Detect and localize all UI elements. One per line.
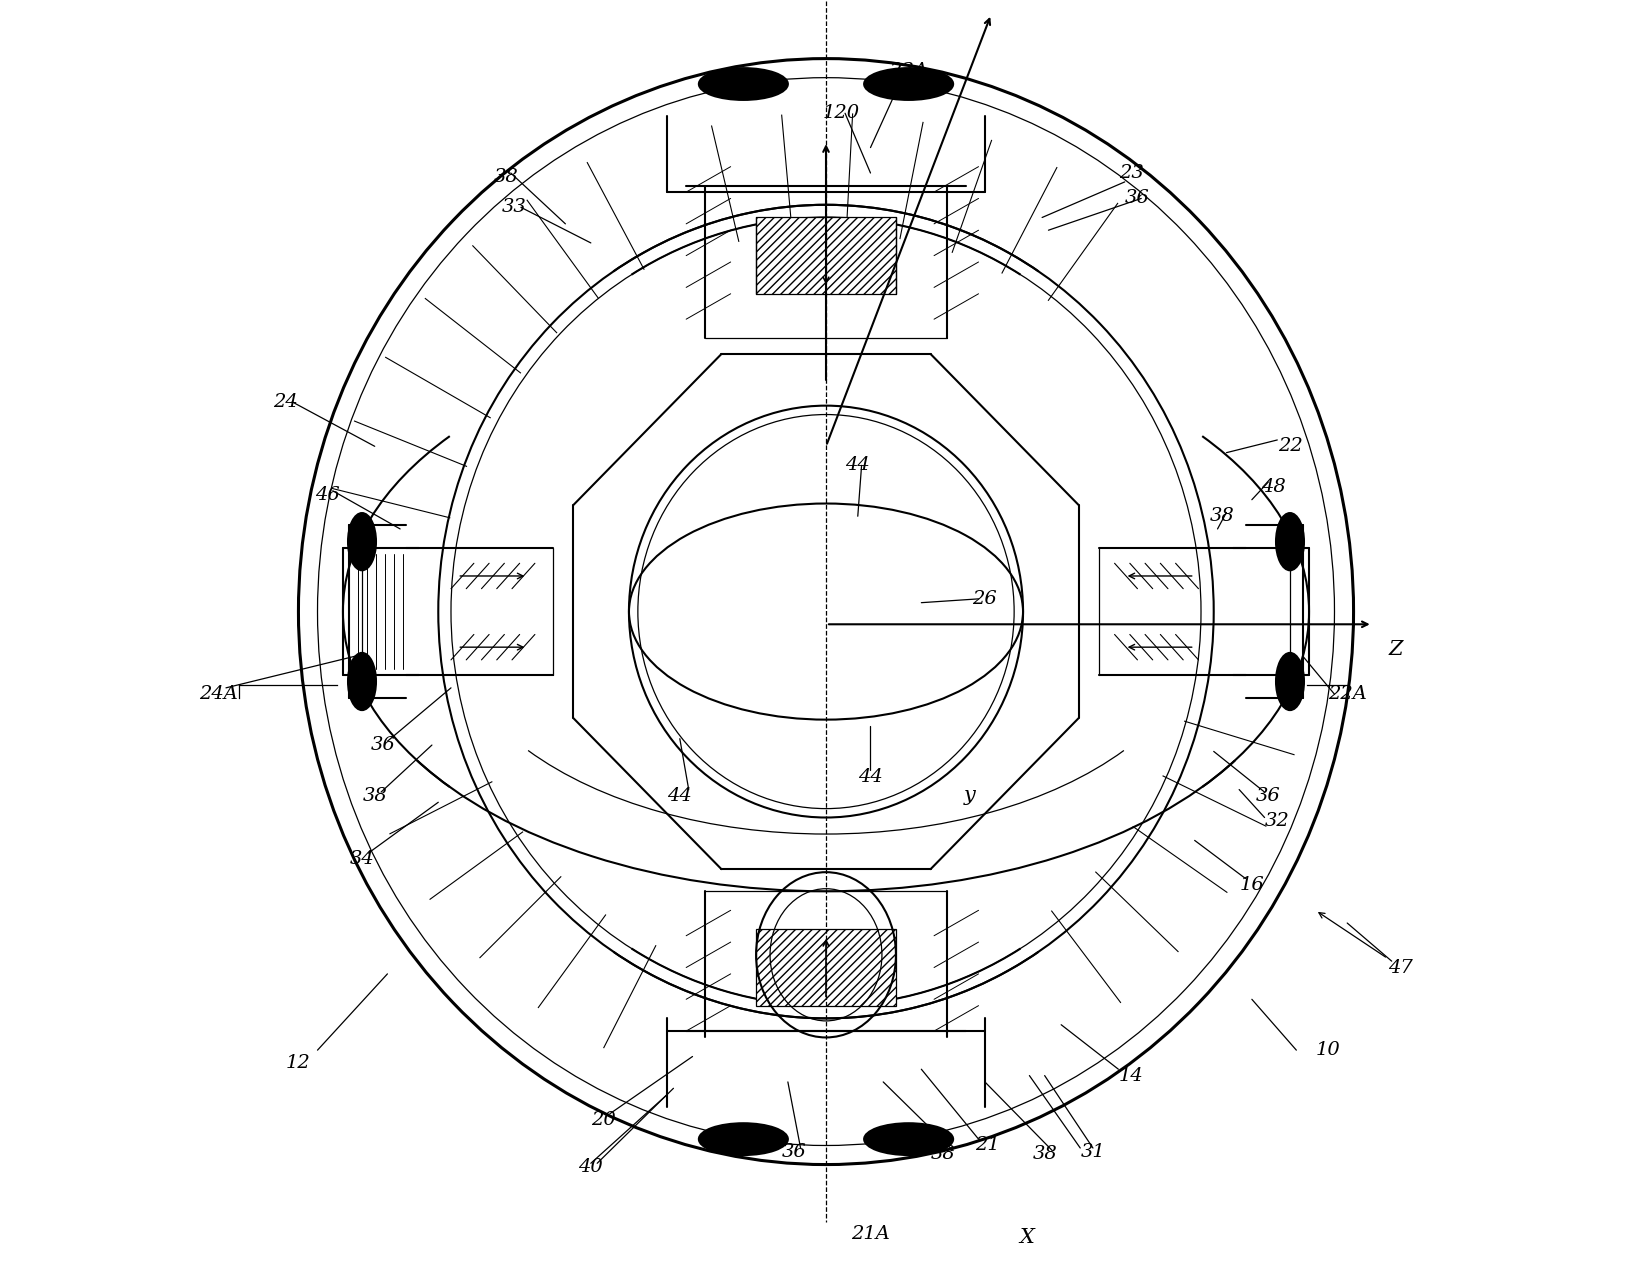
Ellipse shape: [1282, 669, 1298, 694]
Text: 36: 36: [781, 1143, 806, 1161]
Text: 21A: 21A: [851, 1226, 890, 1243]
Text: 44: 44: [667, 787, 692, 805]
Text: 24: 24: [273, 392, 297, 410]
Text: 38: 38: [930, 1145, 955, 1163]
Text: 23: 23: [1118, 164, 1143, 182]
Text: 33: 33: [502, 199, 527, 217]
Ellipse shape: [1275, 513, 1303, 571]
Text: 38: 38: [494, 168, 519, 186]
Text: 32: 32: [1265, 813, 1290, 831]
Ellipse shape: [1282, 529, 1298, 554]
Text: 22: 22: [1277, 437, 1302, 455]
Text: 16: 16: [1239, 877, 1264, 894]
Text: 36: 36: [1125, 190, 1150, 208]
Ellipse shape: [864, 68, 953, 99]
Text: X: X: [1019, 1228, 1034, 1246]
Ellipse shape: [864, 1124, 953, 1156]
Text: 36: 36: [1256, 787, 1280, 805]
Ellipse shape: [354, 529, 370, 554]
Text: 44: 44: [857, 768, 882, 786]
Text: Z: Z: [1388, 641, 1403, 659]
Ellipse shape: [349, 513, 377, 571]
Text: 38: 38: [1032, 1145, 1057, 1163]
Bar: [757, 929, 895, 1005]
Text: y: y: [963, 786, 976, 805]
Ellipse shape: [699, 68, 788, 99]
Text: 40: 40: [578, 1158, 603, 1176]
Bar: [757, 218, 895, 294]
Text: 120: 120: [823, 104, 859, 122]
Text: 47: 47: [1388, 958, 1412, 976]
Text: 38: 38: [362, 787, 387, 805]
Text: 10: 10: [1315, 1041, 1340, 1059]
Text: 24A: 24A: [198, 685, 238, 703]
Text: 14: 14: [1118, 1066, 1143, 1084]
Text: 48: 48: [1260, 478, 1285, 496]
Text: 20: 20: [591, 1111, 616, 1129]
Text: 21: 21: [975, 1136, 999, 1154]
Text: 44: 44: [846, 456, 871, 474]
Text: 23A: 23A: [889, 62, 928, 80]
Text: 26: 26: [973, 590, 998, 608]
Ellipse shape: [349, 652, 377, 710]
Text: 12: 12: [286, 1054, 311, 1071]
Ellipse shape: [354, 669, 370, 694]
Text: 34: 34: [350, 851, 375, 869]
Text: 38: 38: [1211, 507, 1236, 525]
Text: 31: 31: [1080, 1143, 1105, 1161]
Ellipse shape: [699, 1124, 788, 1156]
Text: 36: 36: [372, 736, 396, 754]
Text: 22A: 22A: [1328, 685, 1366, 703]
Text: 46: 46: [316, 485, 340, 503]
Ellipse shape: [1275, 652, 1303, 710]
